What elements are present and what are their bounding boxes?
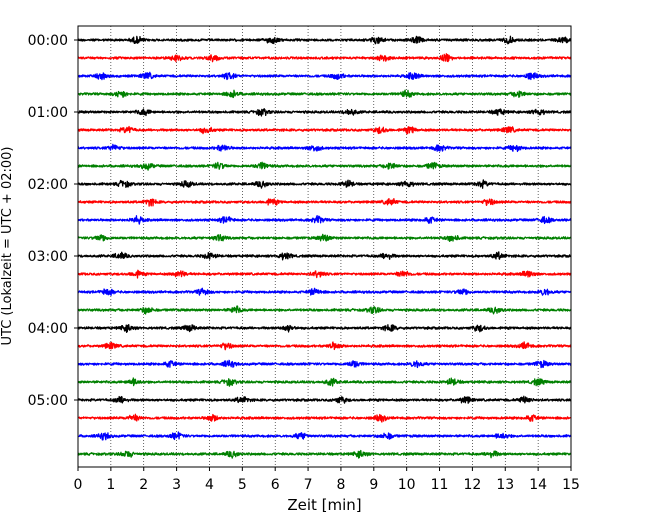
trace-row-0130 [77, 143, 572, 153]
trace-row-0030 [77, 71, 572, 81]
x-tick-label: 6 [271, 477, 280, 493]
trace-row-0430 [77, 359, 572, 369]
x-tick-label: 15 [562, 477, 580, 493]
y-tick-label: 02:00 [28, 177, 68, 193]
y-axis-label: UTC (Lokalzeit = UTC + 02:00) [0, 147, 15, 346]
y-tick-label: 04:00 [28, 321, 68, 337]
trace-row-0045 [77, 89, 572, 99]
trace-row-0200 [77, 179, 572, 189]
trace-row-0515 [77, 413, 572, 423]
trace-row-0230 [77, 214, 572, 225]
y-tick-label: 03:00 [28, 249, 68, 265]
x-tick-label: 1 [106, 477, 115, 493]
trace-row-0100 [77, 108, 572, 117]
y-tick-label: 00:00 [28, 33, 68, 49]
trace-row-0215 [77, 197, 572, 207]
trace-row-0115 [77, 125, 572, 135]
x-tick-label: 3 [172, 477, 181, 493]
x-tick-label: 4 [205, 477, 214, 493]
y-tick-label: 05:00 [28, 393, 68, 409]
x-tick-label: 11 [431, 477, 449, 493]
x-tick-label: 13 [496, 477, 514, 493]
y-axis-ticks: 00:00 01:00 02:00 03:00 04:00 05:00 [28, 33, 78, 409]
x-tick-label: 7 [304, 477, 313, 493]
trace-row-0315 [77, 269, 572, 279]
trace-row-0300 [77, 251, 572, 261]
x-tick-label: 0 [74, 477, 83, 493]
x-tick-label: 10 [398, 477, 416, 493]
trace-row-0330 [77, 287, 572, 296]
trace-row-0415 [77, 341, 572, 351]
x-tick-label: 2 [139, 477, 148, 493]
trace-row-0345 [77, 305, 572, 315]
x-axis-ticks: 0 1 2 3 4 5 6 7 8 9 10 11 12 13 14 15 [74, 467, 580, 493]
trace-row-0545 [77, 449, 572, 459]
y-tick-label: 01:00 [28, 105, 68, 121]
x-tick-label: 14 [529, 477, 547, 493]
x-tick-label: 5 [238, 477, 247, 493]
trace-row-0400 [77, 323, 572, 333]
seismic-traces [77, 35, 572, 459]
x-axis-label: Zeit [min] [287, 496, 361, 514]
trace-row-0000 [77, 35, 572, 45]
trace-row-0445 [77, 377, 572, 387]
trace-row-0500 [77, 395, 572, 404]
trace-row-0015 [77, 53, 572, 63]
x-tick-label: 8 [336, 477, 345, 493]
x-tick-label: 9 [369, 477, 378, 493]
trace-row-0245 [77, 233, 572, 242]
trace-row-0530 [77, 431, 572, 441]
x-tick-label: 12 [463, 477, 481, 493]
trace-row-0145 [77, 161, 572, 171]
plot-frame [77, 25, 572, 468]
